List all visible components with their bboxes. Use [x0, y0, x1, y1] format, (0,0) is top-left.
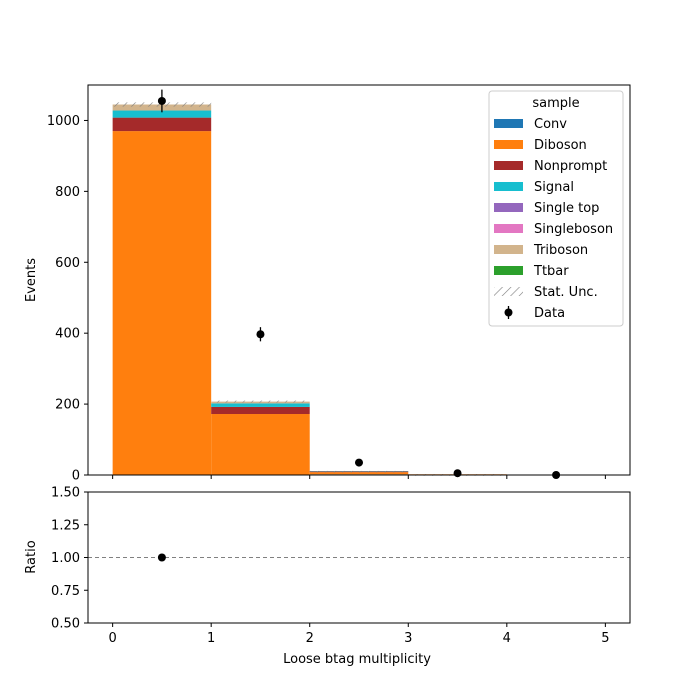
ratio-point-0 [157, 553, 166, 562]
bar-diboson-bin-2 [309, 472, 409, 475]
main-x-ticks [112, 475, 606, 479]
main-plot-frame [87, 84, 631, 476]
svg-text:Data: Data [534, 306, 565, 321]
ratio-points [157, 553, 166, 562]
ratio-y-tick-label: 1.00 [51, 551, 80, 566]
ratio-x-ticks: 0 1 2 3 4 5 [108, 623, 610, 646]
legend-items: Conv Diboson Nonprompt Signal Single top Sing… [494, 117, 613, 321]
legend-item-triboson: Triboson [494, 243, 588, 258]
svg-text:Triboson: Triboson [533, 243, 588, 258]
x-tick-label: 1 [207, 631, 215, 646]
data-point-2 [355, 458, 363, 467]
legend-item-singleboson: Singleboson [494, 222, 613, 237]
svg-text:Nonprompt: Nonprompt [534, 159, 607, 174]
ratio-panel: 0.50 0.75 1.00 1.25 1.50 0 1 2 3 4 5 Ratio Loose … [24, 486, 631, 667]
x-tick-label: 4 [503, 631, 511, 646]
y-tick-label: 800 [55, 185, 80, 200]
x-tick-label: 0 [108, 631, 116, 646]
x-tick-label: 5 [601, 631, 609, 646]
data-point-0 [157, 89, 166, 113]
ratio-y-tick-label: 0.50 [51, 617, 80, 632]
ratio-y-ticks: 0.50 0.75 1.00 1.25 1.50 [51, 486, 88, 632]
legend-item-ttbar: Ttbar [494, 264, 569, 279]
y-tick-label: 200 [55, 398, 80, 413]
x-tick-label: 3 [404, 631, 412, 646]
legend-item-stat-unc: Stat. Unc. [494, 285, 598, 300]
bar-signal-bin-0 [112, 110, 212, 118]
y-tick-label: 1000 [47, 114, 80, 129]
y-tick-label: 600 [55, 256, 80, 271]
legend-title: sample [532, 96, 579, 111]
bar-diboson-bin-1 [211, 414, 310, 475]
legend: sample Conv Diboson Nonprompt Signal Single … [488, 90, 624, 327]
data-point-1 [256, 327, 265, 342]
stat-unc-bin-2 [309, 470, 409, 473]
ratio-y-tick-label: 1.50 [51, 486, 80, 501]
bar-nonprompt-bin-1 [211, 406, 310, 415]
svg-text:Single top: Single top [534, 201, 599, 216]
legend-item-conv: Conv [494, 117, 567, 132]
ratio-y-tick-label: 0.75 [51, 584, 80, 599]
legend-item-nonprompt: Nonprompt [494, 159, 607, 174]
x-axis-label: Loose btag multiplicity [283, 652, 431, 667]
svg-text:Stat. Unc.: Stat. Unc. [534, 285, 598, 300]
legend-item-signal: Signal [494, 180, 574, 195]
x-tick-label: 2 [306, 631, 314, 646]
svg-text:Ttbar: Ttbar [533, 264, 569, 279]
svg-text:Conv: Conv [534, 117, 567, 132]
y-tick-label: 0 [72, 469, 80, 484]
svg-text:Signal: Signal [534, 180, 574, 195]
main-panel: 0 200 400 600 800 1000 Events sample Conv Dibo… [24, 84, 631, 484]
legend-item-diboson: Diboson [494, 138, 587, 153]
main-y-ticks: 0 200 400 600 800 1000 [47, 114, 88, 484]
svg-text:Singleboson: Singleboson [534, 222, 613, 237]
ratio-y-tick-label: 1.25 [51, 518, 80, 533]
bar-nonprompt-bin-0 [112, 117, 212, 132]
legend-item-single-top: Single top [494, 201, 599, 216]
legend-item-data: Data [504, 306, 565, 321]
y-tick-label: 400 [55, 327, 80, 342]
stat-unc-bin-1 [211, 400, 310, 403]
bar-diboson-bin-0 [112, 131, 212, 475]
main-y-axis-label: Events [24, 258, 39, 302]
bar-signal-bin-1 [211, 403, 310, 407]
ratio-y-axis-label: Ratio [24, 540, 39, 573]
svg-text:Diboson: Diboson [534, 138, 587, 153]
